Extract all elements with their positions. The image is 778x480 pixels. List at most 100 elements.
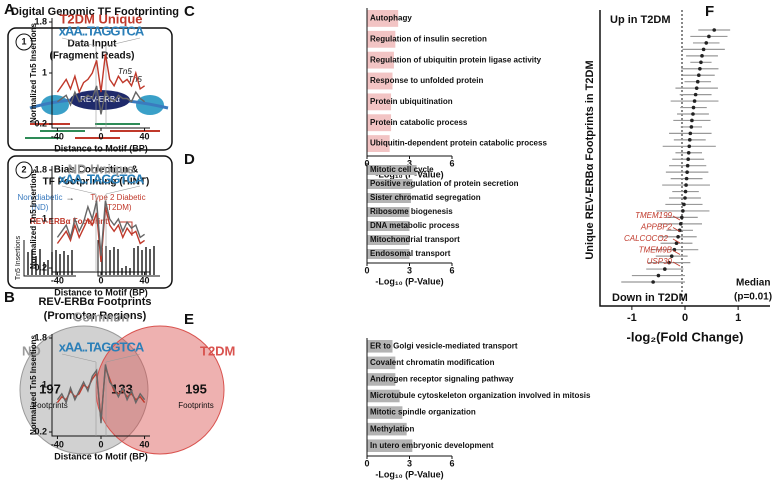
fragments: [25, 123, 160, 139]
category-label: Protein catabolic process: [370, 118, 468, 127]
category-label: Mitotic cell cycle: [370, 165, 434, 174]
bar: [367, 439, 413, 452]
point: [656, 273, 661, 278]
step-title: Data Input: [68, 39, 118, 50]
step-badge: [15, 33, 33, 51]
point: [680, 215, 684, 220]
gene-label: TMEM199: [635, 211, 672, 220]
x-tick-label: 0: [98, 275, 103, 285]
bar: [367, 193, 411, 203]
set-unit: Footprints: [178, 401, 214, 410]
x-tick-label: 1: [735, 312, 741, 324]
bar: [367, 249, 410, 259]
group-abbr: (ND): [32, 203, 49, 212]
point: [681, 209, 685, 213]
category-label: DNA metabolic process: [370, 221, 460, 230]
axis-label: Tn5 Insertions: [15, 235, 22, 280]
enzyme: Tn5: [128, 75, 142, 84]
gene-label: TMEM9B: [639, 246, 673, 255]
group-label: Type 2 Diabetic: [90, 193, 145, 202]
x-tick-label: 0: [98, 439, 103, 449]
set-count: 195: [185, 381, 207, 396]
panel-label: B: [4, 289, 15, 306]
point: [663, 267, 667, 271]
bar: [367, 356, 396, 370]
logo: xAA..TAGGTCA: [59, 23, 145, 38]
bar: [367, 389, 400, 403]
top-label: Up in T2DM: [610, 14, 671, 26]
x-axis-label: -log₂(Fold Change): [627, 329, 744, 344]
category-label: Regulation of ubiquitin protein ligase a…: [370, 55, 542, 64]
x-tick-label: 40: [140, 131, 150, 141]
y-tick-label: 1.8: [34, 16, 47, 26]
bar: [367, 135, 390, 152]
arrow: →: [66, 192, 75, 202]
bar: [367, 406, 403, 419]
gene-pointer: [672, 238, 681, 244]
y-tick-label: 1: [42, 67, 47, 77]
gene-label: USP30: [647, 257, 673, 266]
y-tick-label: 1: [42, 379, 47, 389]
step-subtitle: (Fragment Reads): [49, 51, 134, 62]
x-axis-label: -Log₁₀ (P-Value): [375, 276, 443, 286]
x-tick-label: 40: [140, 439, 150, 449]
bar: [367, 114, 392, 132]
point: [691, 112, 695, 116]
x-tick-label: -40: [51, 439, 64, 449]
y-tick-label: 0.2: [34, 118, 47, 128]
category-label: Protein ubiquitination: [370, 97, 453, 106]
x-axis-label: Distance to Motif (BP): [54, 143, 148, 153]
venn-title: REV-ERBα Footprints: [38, 296, 151, 308]
x-tick-label: 6: [449, 265, 454, 275]
x-tick-label: 6: [449, 158, 454, 168]
gene-pointer: [672, 215, 681, 221]
series-line: [56, 53, 146, 95]
x-tick-label: -40: [51, 131, 64, 141]
category-label: Response to unfolded protein: [370, 76, 483, 85]
median-p: (p=0.01): [734, 292, 772, 303]
point: [674, 241, 679, 246]
point: [684, 176, 689, 181]
logo-link: [61, 185, 141, 195]
bar: [367, 207, 410, 217]
footprint-label: REV-ERBα Footprint: [30, 217, 108, 226]
point: [701, 47, 706, 52]
category-label: Endosomal transport: [370, 249, 451, 258]
category-label: Androgen receptor signaling pathway: [370, 375, 514, 384]
series-line: [56, 364, 146, 424]
set-name: ND: [22, 343, 41, 358]
bar: [367, 30, 396, 48]
x-tick-label: 0: [364, 458, 369, 468]
x-tick-label: 3: [407, 265, 412, 275]
logo-link: [61, 37, 141, 47]
gene-label: CALCOCO2: [624, 234, 669, 243]
point: [678, 222, 683, 226]
panel-label: F: [705, 3, 714, 20]
point: [684, 183, 688, 187]
axis: [51, 18, 150, 129]
x-tick-label: -40: [51, 275, 64, 285]
y-axis-label: Normalized Tn5 Insertions: [29, 168, 38, 269]
gene-label: APPBP2: [640, 223, 673, 232]
y-tick-label: 0.2: [34, 426, 47, 436]
panel-label: C: [184, 3, 195, 20]
series-line: [56, 85, 146, 115]
enzyme: Tn5: [118, 67, 132, 76]
point: [689, 125, 694, 129]
category-label: Mitotic spindle organization: [370, 408, 476, 417]
point: [699, 60, 703, 65]
point: [698, 66, 702, 71]
factor-blob: [70, 90, 130, 110]
bar: [367, 51, 394, 69]
point: [651, 280, 655, 284]
point: [704, 41, 709, 45]
chart-title: Common: [73, 309, 129, 324]
mini-axes: [23, 240, 160, 277]
bar: [367, 179, 413, 189]
y-tick-label: 1.8: [34, 164, 47, 174]
category-label: In utero embryonic development: [370, 441, 494, 450]
point: [685, 163, 690, 168]
point: [667, 260, 671, 265]
